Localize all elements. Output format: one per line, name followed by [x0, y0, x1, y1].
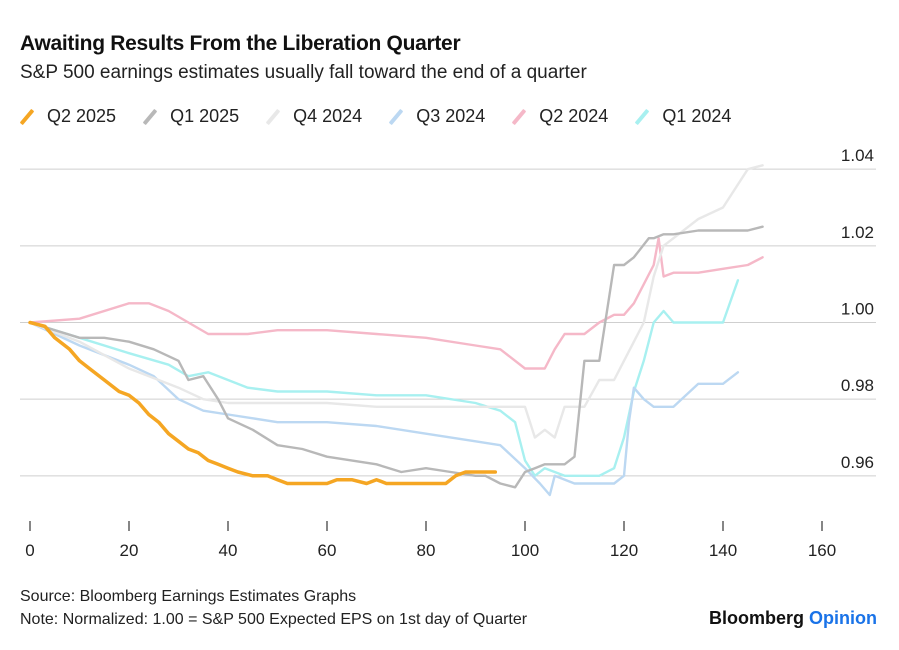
- series-line-q3-2024: [28, 321, 740, 497]
- legend-item-q1-2024: Q1 2024: [635, 106, 731, 127]
- chart-subtitle: S&P 500 earnings estimates usually fall …: [20, 62, 587, 83]
- series-line-q2-2025: [28, 320, 498, 486]
- x-tick-label: 20: [120, 541, 139, 560]
- brand-suffix: Opinion: [809, 608, 877, 628]
- legend-item-q2-2025: Q2 2025: [20, 106, 116, 127]
- x-tick-label: 80: [417, 541, 436, 560]
- series-line-q2-2024: [28, 236, 764, 370]
- legend-item-q1-2025: Q1 2025: [143, 106, 239, 127]
- legend: Q2 2025 Q1 2025 Q4 2024 Q3 2024 Q2 2024 Q1 20…: [20, 106, 758, 127]
- line-chart: 0.96 0.98 1.00 1.02 1.04 0 20 40 60 80 100 120 140 16…: [20, 146, 876, 560]
- x-tick-label: 100: [511, 541, 539, 560]
- y-tick-label: 0.96: [841, 453, 874, 472]
- legend-item-q3-2024: Q3 2024: [389, 106, 485, 127]
- brand-logo: Bloomberg Opinion: [709, 608, 877, 629]
- legend-label: Q1 2025: [170, 106, 240, 126]
- source-text: Source: Bloomberg Earnings Estimates Gra…: [20, 588, 357, 605]
- y-tick-label: 1.04: [841, 146, 874, 165]
- x-tick-label: 40: [219, 541, 238, 560]
- x-tick-label: 140: [709, 541, 737, 560]
- x-tick-label: 60: [318, 541, 337, 560]
- legend-label: Q3 2024: [416, 106, 486, 126]
- x-tick-label: 120: [610, 541, 638, 560]
- x-tick-label: 0: [25, 541, 34, 560]
- legend-label: Q2 2025: [47, 106, 117, 126]
- legend-label: Q1 2024: [662, 106, 732, 126]
- y-tick-label: 0.98: [841, 376, 874, 395]
- legend-item-q2-2024: Q2 2024: [512, 106, 608, 127]
- legend-label: Q4 2024: [293, 106, 363, 126]
- legend-item-q4-2024: Q4 2024: [266, 106, 362, 127]
- chart-title: Awaiting Results From the Liberation Qua…: [20, 32, 461, 55]
- series-line-q1-2024: [28, 279, 740, 477]
- series-line-q4-2024: [28, 164, 764, 439]
- legend-label: Q2 2024: [539, 106, 609, 126]
- y-tick-label: 1.00: [841, 300, 874, 319]
- series-line-q1-2025: [28, 225, 764, 489]
- brand-name: Bloomberg: [708, 608, 804, 628]
- x-tick-label: 160: [808, 541, 836, 560]
- note-text: Note: Normalized: 1.00 = S&P 500 Expecte…: [20, 611, 528, 628]
- y-tick-label: 1.02: [841, 223, 874, 242]
